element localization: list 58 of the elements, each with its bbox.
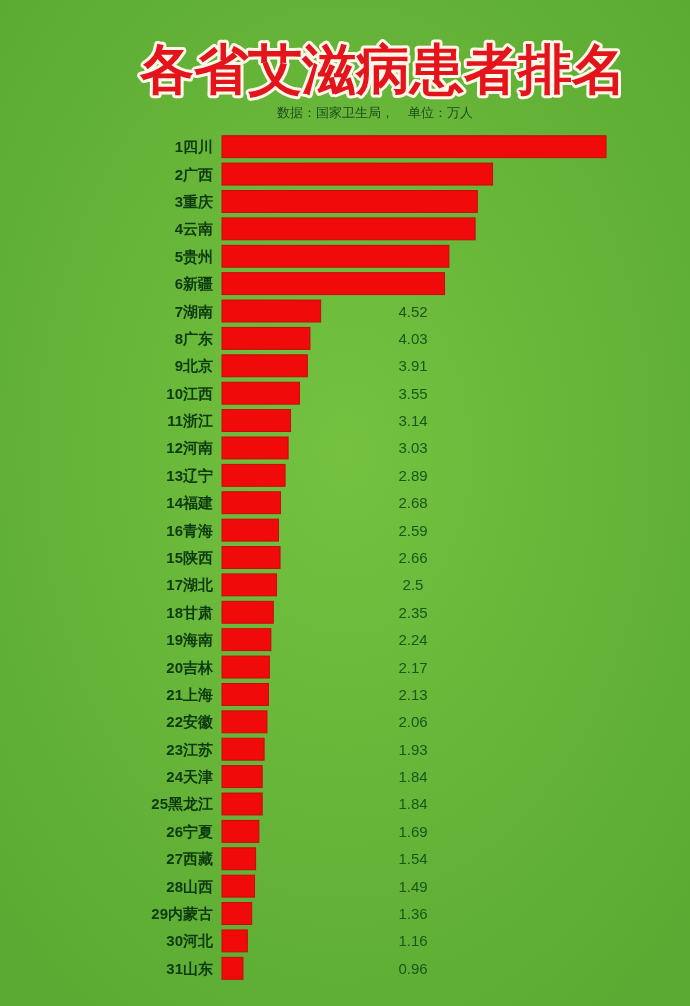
category-label: 20吉林 [166, 658, 213, 676]
category-label: 16青海 [166, 521, 213, 539]
category-label: 17湖北 [166, 576, 213, 594]
title: 各省艾滋病患者排名 [140, 39, 626, 99]
value-label: 1.54 [398, 850, 428, 868]
value-label: 2.5 [402, 576, 424, 594]
value-label: 1.69 [398, 822, 428, 840]
category-label: 31山东 [166, 959, 213, 977]
category-label: 25黑龙江 [151, 795, 213, 813]
category-label: 2广西 [174, 165, 213, 183]
value-label: 2.13 [398, 685, 428, 703]
category-label: 4云南 [174, 220, 213, 238]
category-label: 9北京 [174, 357, 213, 375]
value-label: 2.89 [398, 466, 428, 484]
value-label: 0.96 [398, 959, 428, 977]
value-label: 4.03 [398, 329, 428, 347]
category-label: 23江苏 [166, 740, 213, 758]
category-label: 5贵州 [174, 247, 213, 265]
value-label: 3.55 [398, 384, 428, 402]
value-label: 2.66 [398, 549, 428, 566]
category-label: 15陕西 [166, 549, 213, 566]
category-label: 22安徽 [166, 713, 213, 731]
category-label: 13辽宁 [166, 466, 213, 484]
value-label: 2.17 [398, 658, 428, 676]
category-label: 6新疆 [174, 275, 213, 293]
category-label: 29内蒙古 [151, 905, 213, 923]
category-label: 12河南 [166, 439, 213, 457]
category-label: 30河北 [166, 932, 213, 950]
value-label: 1.16 [398, 932, 428, 950]
value-label: 3.14 [398, 412, 428, 430]
category-label: 11浙江 [167, 412, 213, 430]
category-label: 18甘肃 [166, 603, 213, 621]
category-label: 21上海 [166, 685, 213, 703]
value-label: 2.68 [398, 494, 428, 512]
value-label: 2.24 [398, 631, 428, 649]
category-label: 24天津 [166, 768, 213, 786]
subtitle: 数据：国家卫生局， 单位：万人 [276, 105, 474, 120]
value-label: 3.03 [398, 439, 428, 457]
value-label: 2.59 [398, 521, 428, 539]
value-label: 4.52 [398, 302, 428, 320]
category-label: 26宁夏 [166, 822, 213, 840]
value-label: 2.06 [398, 713, 428, 731]
category-label: 14福建 [166, 494, 213, 512]
category-label: 7湖南 [174, 302, 213, 320]
value-label: 1.84 [398, 768, 428, 786]
category-label: 28山西 [166, 877, 213, 895]
category-label: 8广东 [174, 329, 213, 347]
value-label: 2.35 [398, 603, 428, 621]
category-label: 3重庆 [174, 192, 213, 210]
category-label: 10江西 [166, 384, 213, 402]
value-label: 1.93 [398, 740, 428, 758]
category-label: 1四川 [174, 138, 213, 156]
value-label: 3.91 [398, 357, 428, 375]
value-label: 1.84 [398, 795, 428, 813]
value-label: 1.36 [398, 905, 428, 923]
category-label: 19海南 [166, 631, 213, 649]
category-label: 27西藏 [166, 850, 213, 868]
value-label: 1.49 [398, 877, 428, 895]
